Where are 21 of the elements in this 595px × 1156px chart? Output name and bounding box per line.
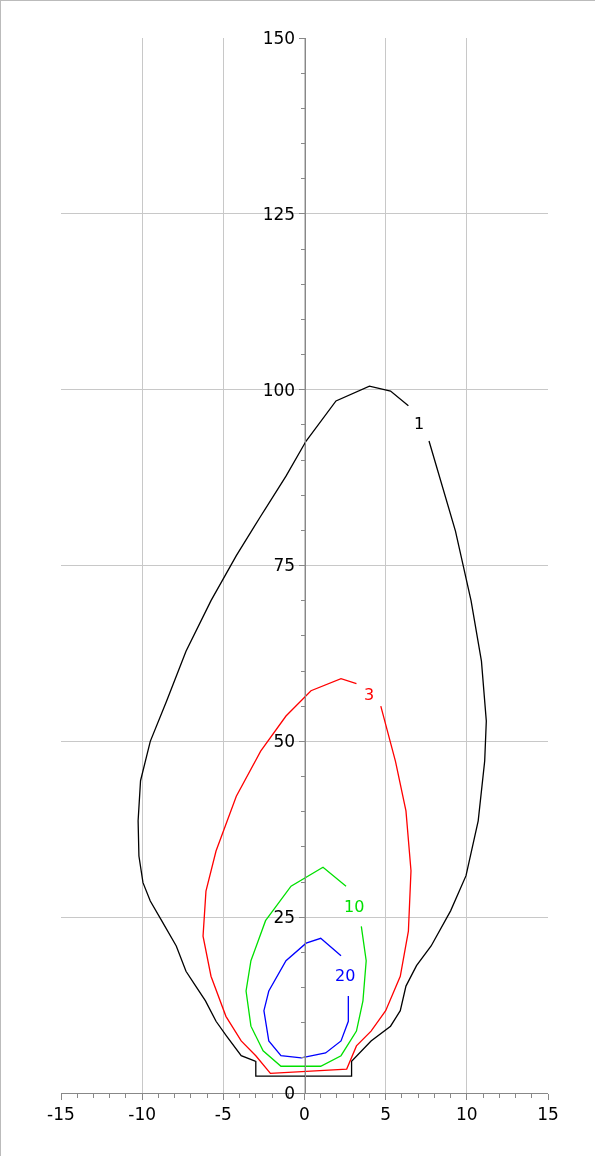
- y-tick-label: 50: [273, 731, 296, 752]
- x-tick-label: -15: [47, 1104, 75, 1125]
- line-series: [245, 866, 367, 1067]
- x-tick-label: 0: [299, 1104, 310, 1125]
- series-label: 10: [344, 897, 365, 916]
- line-series: [137, 385, 487, 1077]
- x-tick-label: -10: [128, 1104, 157, 1125]
- line-series: [202, 678, 412, 1074]
- y-tick-label: 100: [262, 379, 296, 400]
- y-tick-label: 150: [262, 27, 296, 48]
- x-tick-label: 10: [456, 1104, 478, 1125]
- x-tick-label: 15: [537, 1104, 559, 1125]
- series-label: 20: [335, 966, 356, 985]
- series-label: 1: [414, 414, 425, 433]
- x-tick-label: -5: [214, 1104, 232, 1125]
- y-tick-label: 0: [284, 1082, 296, 1103]
- series-label: 3: [364, 685, 375, 704]
- y-tick-label: 125: [262, 203, 296, 224]
- x-tick-label: 5: [380, 1104, 392, 1125]
- y-tick-label: 75: [273, 555, 296, 576]
- y-tick-label: 25: [273, 907, 296, 928]
